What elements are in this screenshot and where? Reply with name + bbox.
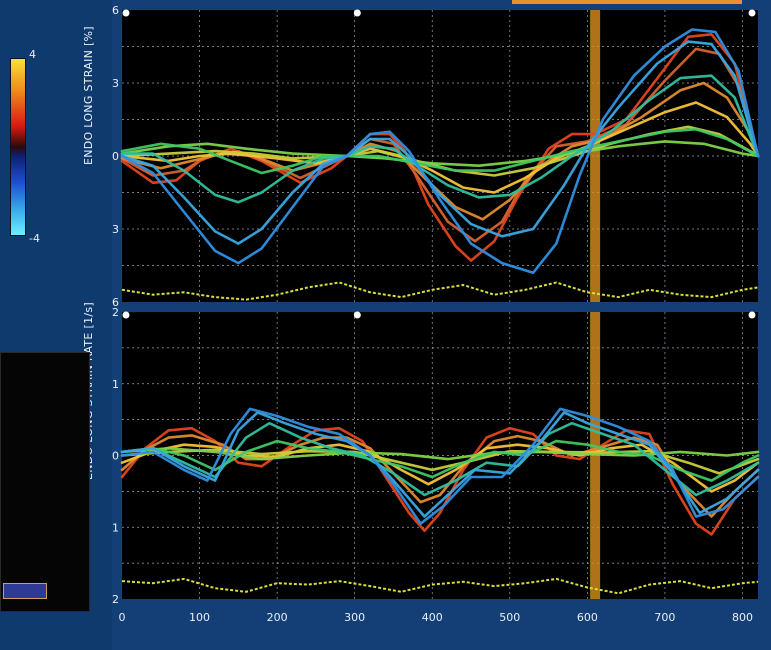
series-line-0-3 bbox=[120, 101, 760, 194]
heart-marker-0-1[interactable] bbox=[353, 9, 361, 17]
color-scale: 4 -4 bbox=[10, 48, 40, 248]
x-tick-label-4: 400 bbox=[422, 611, 443, 624]
series-line-1-1 bbox=[120, 434, 760, 518]
series-line-1-3 bbox=[120, 448, 760, 475]
series-line-0-5 bbox=[120, 140, 760, 167]
y-tick-label-0-3: -3 bbox=[112, 223, 119, 236]
x-tick-label-7: 700 bbox=[654, 611, 675, 624]
top-chart-plot: 6 3 0 -3 -6 bbox=[112, 4, 760, 309]
left-panel: 4 -4 ENDO LONG STRAIN [%] ENDO LONG STRA… bbox=[0, 0, 112, 650]
baseline-trace-1 bbox=[121, 577, 759, 595]
series-line-1-8 bbox=[120, 407, 760, 525]
x-tick-label-8: 800 bbox=[732, 611, 753, 624]
y-tick-label-1-4: -2 bbox=[112, 593, 119, 606]
y-tick-label-1-2: 0 bbox=[112, 450, 119, 463]
x-tick-label-1: 100 bbox=[189, 611, 210, 624]
y-tick-label-0-2: 0 bbox=[112, 150, 119, 163]
y-tick-label-0-0: 6 bbox=[112, 4, 119, 17]
top-chart-y-label: ENDO LONG STRAIN [%] bbox=[82, 26, 95, 165]
ultrasound-thumbnail[interactable] bbox=[0, 352, 90, 612]
x-tick-label-5: 500 bbox=[499, 611, 520, 624]
y-tick-label-0-4: -6 bbox=[112, 296, 119, 309]
heart-marker-0-0[interactable] bbox=[122, 9, 130, 17]
series-line-0-9 bbox=[120, 28, 760, 275]
heart-marker-1-0[interactable] bbox=[122, 311, 130, 319]
series-line-1-4 bbox=[120, 447, 760, 461]
x-tick-label-6: 600 bbox=[577, 611, 598, 624]
series-line-1-7 bbox=[120, 411, 760, 518]
top-accent-bar bbox=[512, 0, 742, 4]
series-line-1-6 bbox=[120, 421, 760, 497]
colorbar-gradient bbox=[10, 58, 26, 236]
colorbar-bottom-label: -4 bbox=[29, 232, 40, 245]
y-tick-label-1-0: 2 bbox=[112, 306, 119, 319]
heart-marker-1-1[interactable] bbox=[353, 311, 361, 319]
heart-marker-0-2[interactable] bbox=[748, 9, 756, 17]
y-tick-label-1-1: 1 bbox=[112, 378, 119, 391]
time-marker-0[interactable] bbox=[590, 10, 601, 302]
thumbnail-button[interactable] bbox=[3, 583, 47, 599]
y-tick-label-0-1: 3 bbox=[112, 77, 119, 90]
colorbar-top-label: 4 bbox=[29, 48, 36, 61]
x-tick-label-2: 200 bbox=[267, 611, 288, 624]
baseline-trace-0 bbox=[121, 281, 759, 301]
x-tick-label-0: 0 bbox=[119, 611, 126, 624]
series-line-0-4 bbox=[120, 125, 760, 177]
heart-marker-1-2[interactable] bbox=[748, 311, 756, 319]
y-tick-label-1-3: -1 bbox=[112, 521, 119, 534]
x-tick-label-3: 300 bbox=[344, 611, 365, 624]
